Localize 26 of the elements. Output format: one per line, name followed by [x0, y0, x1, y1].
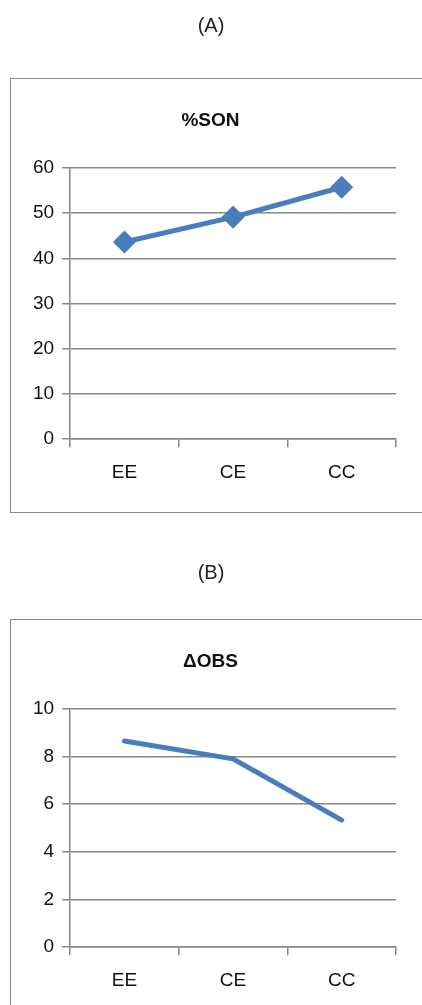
x-tick-label: EE [111, 460, 138, 482]
y-tick-label: 4 [43, 840, 55, 862]
y-tick-label: 8 [43, 744, 55, 766]
x-tick-label: CE [219, 460, 247, 482]
y-tick-label: 20 [32, 336, 55, 358]
y-tick-label: 60 [32, 156, 55, 178]
point [113, 231, 135, 253]
text: (B) [196, 560, 226, 585]
y-tick-label: 40 [32, 246, 55, 268]
y-tick-label: 30 [32, 291, 55, 313]
x-tick-label: CC [327, 460, 356, 482]
y-tick-label: 10 [32, 382, 55, 404]
point [222, 206, 244, 228]
y-tick-label: 50 [32, 201, 55, 223]
x-tick-label: EE [111, 968, 138, 990]
chart-title: ΔOBS [183, 649, 238, 671]
y-tick-label: 0 [43, 935, 55, 957]
y-tick-label: 2 [43, 887, 55, 909]
point [331, 176, 353, 198]
y-tick-label: 6 [43, 792, 55, 814]
y-tick-label: 0 [43, 427, 55, 449]
x-tick-label: CE [219, 968, 247, 990]
text: (A) [196, 13, 226, 38]
chart-title: %SON [181, 108, 240, 130]
x-tick-label: CC [327, 968, 356, 990]
y-tick-label: 10 [32, 697, 55, 719]
